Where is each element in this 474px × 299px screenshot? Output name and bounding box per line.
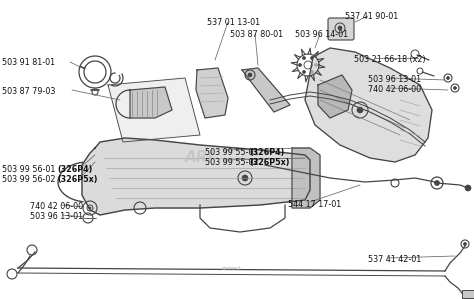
Polygon shape bbox=[242, 68, 290, 112]
Circle shape bbox=[447, 77, 449, 80]
FancyBboxPatch shape bbox=[328, 18, 354, 40]
Text: 503 99 55-01: 503 99 55-01 bbox=[205, 148, 261, 157]
Polygon shape bbox=[108, 78, 200, 142]
Polygon shape bbox=[130, 87, 172, 118]
Text: 740 42 06-00: 740 42 06-00 bbox=[30, 202, 83, 211]
Text: (326P5x): (326P5x) bbox=[57, 175, 98, 184]
Circle shape bbox=[299, 63, 301, 66]
Circle shape bbox=[310, 57, 313, 60]
Polygon shape bbox=[82, 138, 310, 215]
Text: (326P4): (326P4) bbox=[57, 165, 92, 174]
Text: connect: connect bbox=[222, 266, 242, 271]
Text: 503 99 55-02: 503 99 55-02 bbox=[205, 158, 261, 167]
Text: 503 87 80-01: 503 87 80-01 bbox=[230, 30, 283, 39]
Circle shape bbox=[465, 185, 471, 191]
Circle shape bbox=[302, 71, 306, 74]
Polygon shape bbox=[318, 75, 352, 118]
Polygon shape bbox=[292, 148, 320, 208]
Polygon shape bbox=[305, 48, 432, 162]
Text: 503 96 13-01: 503 96 13-01 bbox=[368, 75, 421, 84]
Text: 503 91 81-01: 503 91 81-01 bbox=[2, 58, 55, 67]
Polygon shape bbox=[196, 68, 228, 118]
Circle shape bbox=[89, 207, 91, 209]
Text: 544 17 17-01: 544 17 17-01 bbox=[288, 200, 341, 209]
Circle shape bbox=[242, 175, 248, 181]
Circle shape bbox=[248, 73, 252, 77]
Text: 503 96 13-01: 503 96 13-01 bbox=[30, 212, 83, 221]
Text: (326P4): (326P4) bbox=[249, 148, 284, 157]
Circle shape bbox=[435, 181, 439, 185]
Text: (326P5x): (326P5x) bbox=[249, 158, 290, 167]
Text: 503 21 66-18 (x2): 503 21 66-18 (x2) bbox=[354, 55, 426, 64]
Text: 537 41 90-01: 537 41 90-01 bbox=[345, 12, 398, 21]
Circle shape bbox=[302, 57, 306, 60]
Text: 503 99 56-02: 503 99 56-02 bbox=[2, 175, 58, 184]
Text: 503 87 79-03: 503 87 79-03 bbox=[2, 87, 55, 96]
Bar bbox=[462, 290, 474, 298]
Circle shape bbox=[315, 63, 318, 66]
Circle shape bbox=[464, 242, 466, 245]
Circle shape bbox=[454, 86, 456, 89]
Text: 503 99 56-01: 503 99 56-01 bbox=[2, 165, 58, 174]
Circle shape bbox=[338, 26, 342, 30]
Circle shape bbox=[357, 107, 363, 113]
Text: 537 41 42-01: 537 41 42-01 bbox=[368, 255, 421, 264]
Text: 537 01 13-01: 537 01 13-01 bbox=[207, 18, 260, 27]
Text: 503 96 14-01: 503 96 14-01 bbox=[295, 30, 348, 39]
Text: ARI: ARI bbox=[185, 150, 215, 166]
Text: 740 42 06-00: 740 42 06-00 bbox=[368, 85, 421, 94]
Circle shape bbox=[310, 71, 313, 74]
